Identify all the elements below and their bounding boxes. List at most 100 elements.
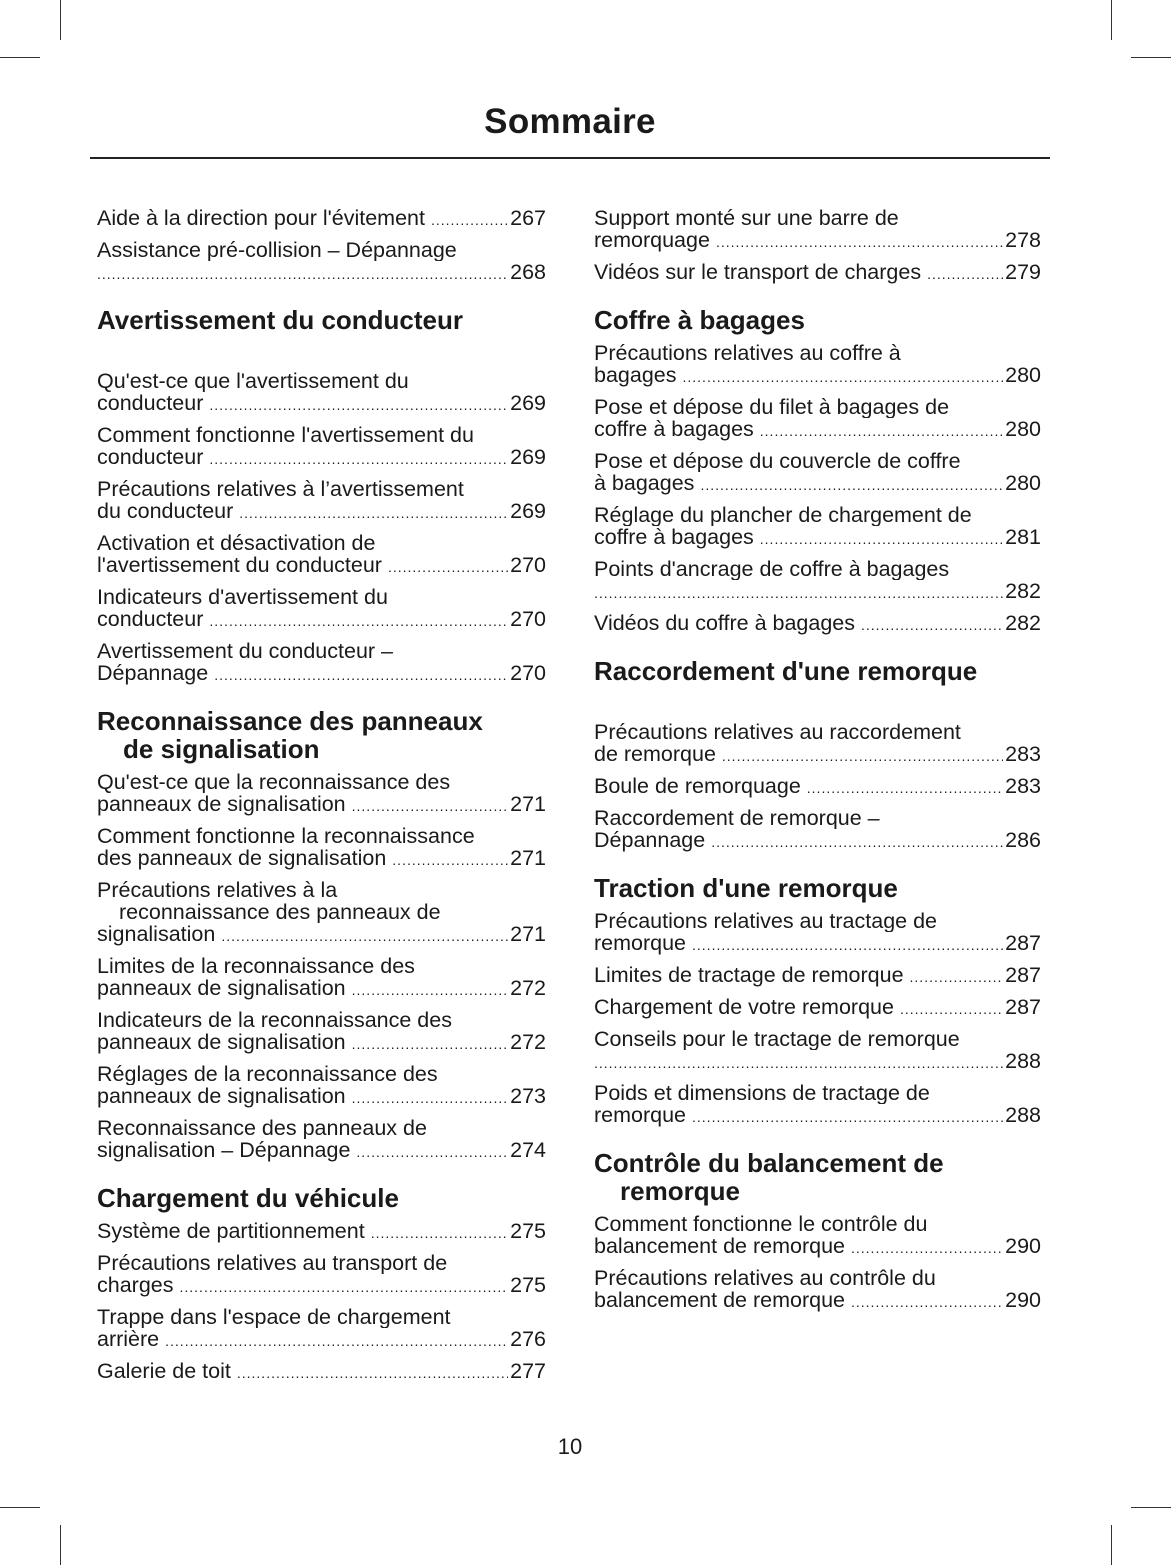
toc-page-number[interactable]: 269 bbox=[510, 445, 546, 469]
dot-leader bbox=[716, 231, 1003, 253]
toc-page-number[interactable]: 271 bbox=[510, 846, 546, 870]
toc-page-number[interactable]: 269 bbox=[510, 391, 546, 415]
toc-entry[interactable]: Précautions relatives à l’avertissement d… bbox=[97, 478, 546, 524]
toc-page-number[interactable]: 283 bbox=[1005, 742, 1041, 766]
toc-entry[interactable]: Comment fonctionne le contrôle du balance… bbox=[594, 1213, 1041, 1259]
toc-entry[interactable]: Pose et dépose du couvercle de coffre à b… bbox=[594, 450, 1041, 496]
toc-entry[interactable]: Comment fonctionne l'avertissement du con… bbox=[97, 424, 546, 470]
toc-entry[interactable]: Conseils pour le tractage de remorque 288 bbox=[594, 1028, 1041, 1074]
toc-page-number[interactable]: 272 bbox=[510, 1030, 546, 1054]
toc-entry[interactable]: Précautions relatives au tractage de remo… bbox=[594, 910, 1041, 956]
toc-entry[interactable]: Avertissement du conducteur –Dépannage 27… bbox=[97, 640, 546, 686]
toc-entry[interactable]: Indicateurs d'avertissement du conducteur… bbox=[97, 586, 546, 632]
toc-entry[interactable]: Limites de la reconnaissance des panneaux… bbox=[97, 955, 546, 1001]
toc-entry-last-line: coffre à bagages 280 bbox=[594, 418, 1041, 442]
toc-entry[interactable]: Chargement de votre remorque 287 bbox=[594, 996, 1041, 1020]
toc-entry[interactable]: Qu'est-ce que l'avertissement du conducte… bbox=[97, 370, 546, 416]
toc-page-number[interactable]: 283 bbox=[1005, 774, 1041, 798]
dot-leader bbox=[209, 610, 508, 632]
section-heading-line: remorque bbox=[620, 1176, 740, 1206]
toc-page-number[interactable]: 267 bbox=[510, 206, 546, 230]
toc-entry-text: panneaux de signalisation bbox=[97, 1030, 346, 1054]
toc-page-number[interactable]: 280 bbox=[1005, 417, 1041, 441]
toc-entry[interactable]: Pose et dépose du filet à bagages de coff… bbox=[594, 396, 1041, 442]
page-number: 10 bbox=[557, 1434, 583, 1459]
toc-entry[interactable]: Points d'ancrage de coffre à bagages 282 bbox=[594, 558, 1041, 604]
toc-entry[interactable]: Trappe dans l'espace de chargement arrièr… bbox=[97, 1306, 546, 1352]
toc-page-number[interactable]: 272 bbox=[510, 976, 546, 1000]
toc-entry-text: Dépannage bbox=[97, 661, 209, 685]
toc-page-number[interactable]: 277 bbox=[510, 1359, 546, 1383]
toc-entry[interactable]: Galerie de toit 277 bbox=[97, 1360, 546, 1384]
toc-entry[interactable]: Support monté sur une barre de remorquage… bbox=[594, 207, 1041, 253]
dot-leader bbox=[239, 502, 508, 524]
toc-entry[interactable]: Poids et dimensions de tractage de remorq… bbox=[594, 1082, 1041, 1128]
toc-page-number[interactable]: 276 bbox=[510, 1327, 546, 1351]
toc-entry[interactable]: Précautions relatives à la reconnaissance… bbox=[97, 879, 546, 947]
toc-entry[interactable]: Précautions relatives au transport de cha… bbox=[97, 1252, 546, 1298]
section-heading: Coffre à bagages bbox=[594, 306, 1041, 334]
toc-entry[interactable]: Qu'est-ce que la reconnaissance des panne… bbox=[97, 771, 546, 817]
toc-page-number[interactable]: 271 bbox=[510, 792, 546, 816]
toc-entry[interactable]: Système de partitionnement 275 bbox=[97, 1220, 546, 1244]
toc-entry[interactable]: Précautions relatives au contrôle du bala… bbox=[594, 1267, 1041, 1313]
toc-entry[interactable]: Boule de remorquage 283 bbox=[594, 775, 1041, 799]
toc-page-number[interactable]: 270 bbox=[510, 661, 546, 685]
toc-entry-text: arrière bbox=[97, 1327, 160, 1351]
toc-page-number[interactable]: 271 bbox=[510, 922, 546, 946]
toc-page-number[interactable]: 288 bbox=[1005, 1049, 1041, 1073]
toc-entry[interactable]: Reconnaissance des panneaux de signalisat… bbox=[97, 1117, 546, 1163]
toc-page-number[interactable]: 288 bbox=[1005, 1103, 1041, 1127]
toc-entry-text: reconnaissance des panneaux de bbox=[119, 901, 441, 923]
toc-page-number[interactable]: 280 bbox=[1005, 363, 1041, 387]
toc-page-number[interactable]: 287 bbox=[1005, 995, 1041, 1019]
toc-entry[interactable]: Réglage du plancher de chargement de coff… bbox=[594, 504, 1041, 550]
toc-page-number[interactable]: 270 bbox=[510, 553, 546, 577]
toc-page-number[interactable]: 281 bbox=[1005, 525, 1041, 549]
toc-entry-text: l'avertissement du conducteur bbox=[97, 553, 382, 577]
toc-entry-last-line: 288 bbox=[594, 1050, 1041, 1074]
toc-page-number[interactable]: 268 bbox=[510, 260, 546, 284]
toc-page-number[interactable]: 287 bbox=[1005, 931, 1041, 955]
toc-entry[interactable]: Comment fonctionne la reconnaissance des … bbox=[97, 825, 546, 871]
dot-leader bbox=[214, 664, 508, 686]
toc-page-number[interactable]: 286 bbox=[1005, 828, 1041, 852]
toc-entry[interactable]: Précautions relatives au coffre à bagages… bbox=[594, 342, 1041, 388]
toc-page-number[interactable]: 280 bbox=[1005, 471, 1041, 495]
toc-page-number[interactable]: 290 bbox=[1005, 1288, 1041, 1312]
toc-entry[interactable]: Assistance pré-collision – Dépannage 268 bbox=[97, 239, 546, 285]
toc-page-number[interactable]: 275 bbox=[510, 1219, 546, 1243]
toc-page-number[interactable]: 275 bbox=[510, 1273, 546, 1297]
dot-leader bbox=[180, 1276, 509, 1298]
toc-entry[interactable]: Précautions relatives au raccordement de … bbox=[594, 721, 1041, 767]
toc-page-number[interactable]: 287 bbox=[1005, 963, 1041, 987]
toc-page-number[interactable]: 282 bbox=[1005, 611, 1041, 635]
dot-leader bbox=[700, 474, 1003, 496]
toc-entry-last-line: conducteur 269 bbox=[97, 392, 546, 416]
toc-page-number[interactable]: 273 bbox=[510, 1084, 546, 1108]
toc-page-number[interactable]: 279 bbox=[1005, 260, 1041, 284]
toc-entry[interactable]: Activation et désactivation de l'avertiss… bbox=[97, 532, 546, 578]
toc-entry-text: balancement de remorque bbox=[594, 1234, 845, 1258]
toc-entry-text: Poids et dimensions de tractage de bbox=[594, 1082, 930, 1104]
toc-entry-last-line: Vidéos du coffre à bagages 282 bbox=[594, 612, 1041, 636]
toc-entry-text: conducteur bbox=[97, 607, 204, 631]
toc-entry[interactable]: Aide à la direction pour l'évitement 267 bbox=[97, 207, 546, 231]
toc-page-number[interactable]: 278 bbox=[1005, 228, 1041, 252]
toc-page-number[interactable]: 282 bbox=[1005, 579, 1041, 603]
toc-page-number[interactable]: 270 bbox=[510, 607, 546, 631]
toc-page-number[interactable]: 274 bbox=[510, 1138, 546, 1162]
toc-entry[interactable]: Indicateurs de la reconnaissance des pann… bbox=[97, 1009, 546, 1055]
toc-page-number[interactable]: 290 bbox=[1005, 1234, 1041, 1258]
toc-page-number[interactable]: 269 bbox=[510, 499, 546, 523]
toc-entry[interactable]: Réglages de la reconnaissance des panneau… bbox=[97, 1063, 546, 1109]
toc-entry[interactable]: Raccordement de remorque –Dépannage 286 bbox=[594, 807, 1041, 853]
toc-entry-text: charges bbox=[97, 1273, 174, 1297]
dot-leader bbox=[851, 1291, 1003, 1313]
toc-entry[interactable]: Vidéos du coffre à bagages 282 bbox=[594, 612, 1041, 636]
toc-entry-text: panneaux de signalisation bbox=[97, 1084, 346, 1108]
toc-entry-last-line: signalisation – Dépannage 274 bbox=[97, 1139, 546, 1163]
toc-entry-text: Limites de tractage de remorque bbox=[594, 963, 904, 987]
toc-entry[interactable]: Limites de tractage de remorque 287 bbox=[594, 964, 1041, 988]
toc-entry[interactable]: Vidéos sur le transport de charges 279 bbox=[594, 261, 1041, 285]
